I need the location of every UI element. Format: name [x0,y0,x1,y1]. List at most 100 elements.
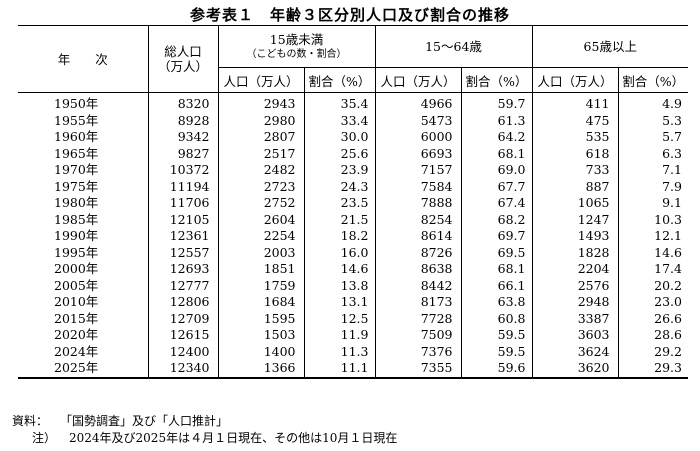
under15-ratio-cell: 14.6 [303,261,376,278]
elderly-population-cell: 618 [531,145,619,162]
working-age-population-cell: 8254 [374,211,462,228]
elderly-population-cell: 2204 [531,261,619,278]
header-under15: 15歳未満 （こどもの数・割合） [217,25,376,68]
source-label: 資料： [12,414,49,428]
working-age-population-cell: 7728 [374,310,462,327]
under15-ratio-cell: 11.9 [303,327,376,344]
header-65plus: 65歳以上 [531,25,688,68]
working-age-ratio-cell: 59.7 [460,92,533,113]
working-age-population-cell: 7157 [374,162,462,179]
year-cell: 1950年 [18,92,149,113]
elderly-population-cell: 1828 [531,244,619,261]
year-cell: 1965年 [18,145,149,162]
header-under15-ratio: 割合（%） [303,67,376,93]
table-row: 2015年 12709 1595 12.5 7728 60.8 3387 26.6 [18,310,688,327]
elderly-ratio-cell: 29.3 [617,360,688,379]
working-age-ratio-cell: 64.2 [460,129,533,146]
elderly-ratio-cell: 6.3 [617,145,688,162]
table-row: 1975年 11194 2723 24.3 7584 67.7 887 7.9 [18,178,688,195]
elderly-ratio-cell: 5.3 [617,112,688,129]
table-row: 2025年 12340 1366 11.1 7355 59.6 3620 29.3 [18,360,688,379]
under15-ratio-cell: 11.3 [303,343,376,360]
under15-population-cell: 2980 [217,112,305,129]
working-age-population-cell: 4966 [374,92,462,113]
working-age-ratio-cell: 59.5 [460,327,533,344]
elderly-ratio-cell: 26.6 [617,310,688,327]
under15-population-cell: 2807 [217,129,305,146]
footnote: 注） 2024年及び2025年は４月１日現在、その他は10月１日現在 [12,430,397,447]
working-age-population-cell: 7376 [374,343,462,360]
under15-population-cell: 2003 [217,244,305,261]
working-age-ratio-cell: 60.8 [460,310,533,327]
working-age-population-cell: 7509 [374,327,462,344]
under15-ratio-cell: 23.9 [303,162,376,179]
elderly-ratio-cell: 9.1 [617,195,688,212]
table-row: 2010年 12806 1684 13.1 8173 63.8 2948 23.0 [18,294,688,311]
working-age-population-cell: 7584 [374,178,462,195]
working-age-population-cell: 8614 [374,228,462,245]
elderly-population-cell: 475 [531,112,619,129]
under15-ratio-cell: 18.2 [303,228,376,245]
table-row: 1960年 9342 2807 30.0 6000 64.2 535 5.7 [18,129,688,146]
table-row: 1980年 11706 2752 23.5 7888 67.4 1065 9.1 [18,195,688,212]
elderly-ratio-cell: 12.1 [617,228,688,245]
header-15-64-ratio: 割合（%） [460,67,533,93]
year-cell: 2000年 [18,261,149,278]
year-cell: 2010年 [18,294,149,311]
total-cell: 8320 [147,92,219,113]
header-15-64-population: 人口（万人） [374,67,462,93]
under15-ratio-cell: 21.5 [303,211,376,228]
working-age-ratio-cell: 68.1 [460,145,533,162]
under15-ratio-cell: 23.5 [303,195,376,212]
working-age-population-cell: 5473 [374,112,462,129]
total-cell: 12693 [147,261,219,278]
elderly-population-cell: 3603 [531,327,619,344]
year-cell: 1985年 [18,211,149,228]
elderly-ratio-cell: 7.9 [617,178,688,195]
table-row: 1990年 12361 2254 18.2 8614 69.7 1493 12.1 [18,228,688,245]
working-age-population-cell: 6693 [374,145,462,162]
year-cell: 1975年 [18,178,149,195]
notes: 資料： 「国勢調査」及び「人口推計」 注） 2024年及び2025年は４月１日現在、… [12,413,397,447]
table-row: 1985年 12105 2604 21.5 8254 68.2 1247 10.3 [18,211,688,228]
working-age-ratio-cell: 67.4 [460,195,533,212]
under15-ratio-cell: 25.6 [303,145,376,162]
year-cell: 1955年 [18,112,149,129]
source-text: 「国勢調査」及び「人口推計」 [60,414,229,428]
year-cell: 2005年 [18,277,149,294]
working-age-ratio-cell: 69.0 [460,162,533,179]
elderly-ratio-cell: 23.0 [617,294,688,311]
working-age-ratio-cell: 68.1 [460,261,533,278]
table-row: 2005年 12777 1759 13.8 8442 66.1 2576 20.2 [18,277,688,294]
under15-population-cell: 2723 [217,178,305,195]
table-row: 2024年 12400 1400 11.3 7376 59.5 3624 29.2 [18,343,688,360]
under15-population-cell: 2752 [217,195,305,212]
working-age-population-cell: 8638 [374,261,462,278]
working-age-population-cell: 7888 [374,195,462,212]
under15-population-cell: 2604 [217,211,305,228]
under15-ratio-cell: 30.0 [303,129,376,146]
total-cell: 12806 [147,294,219,311]
working-age-ratio-cell: 63.8 [460,294,533,311]
total-cell: 12340 [147,360,219,379]
elderly-population-cell: 411 [531,92,619,113]
working-age-ratio-cell: 69.7 [460,228,533,245]
under15-ratio-cell: 35.4 [303,92,376,113]
elderly-ratio-cell: 14.6 [617,244,688,261]
under15-population-cell: 1595 [217,310,305,327]
table-row: 2000年 12693 1851 14.6 8638 68.1 2204 17.4 [18,261,688,278]
under15-population-cell: 2517 [217,145,305,162]
footnote-label: 注） [32,431,57,445]
elderly-population-cell: 535 [531,129,619,146]
elderly-population-cell: 1065 [531,195,619,212]
total-cell: 12615 [147,327,219,344]
elderly-ratio-cell: 20.2 [617,277,688,294]
total-cell: 10372 [147,162,219,179]
year-cell: 2015年 [18,310,149,327]
working-age-ratio-cell: 61.3 [460,112,533,129]
header-65plus-ratio: 割合（%） [617,67,688,93]
elderly-ratio-cell: 17.4 [617,261,688,278]
working-age-population-cell: 7355 [374,360,462,379]
table-row: 1970年 10372 2482 23.9 7157 69.0 733 7.1 [18,162,688,179]
under15-ratio-cell: 13.1 [303,294,376,311]
